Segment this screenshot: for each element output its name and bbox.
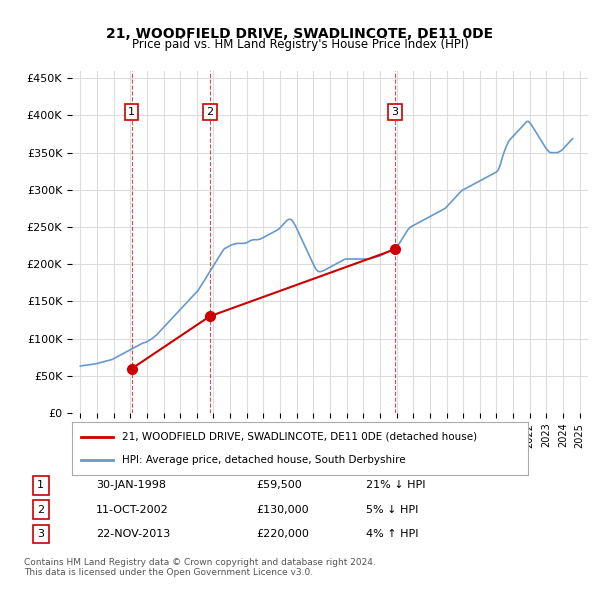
Text: 30-JAN-1998: 30-JAN-1998 [96, 480, 166, 490]
Text: 4% ↑ HPI: 4% ↑ HPI [366, 529, 419, 539]
Text: 1: 1 [37, 480, 44, 490]
Text: 21, WOODFIELD DRIVE, SWADLINCOTE, DE11 0DE (detached house): 21, WOODFIELD DRIVE, SWADLINCOTE, DE11 0… [122, 432, 477, 442]
Text: 3: 3 [391, 107, 398, 117]
Text: 21, WOODFIELD DRIVE, SWADLINCOTE, DE11 0DE: 21, WOODFIELD DRIVE, SWADLINCOTE, DE11 0… [106, 27, 494, 41]
Text: HPI: Average price, detached house, South Derbyshire: HPI: Average price, detached house, Sout… [122, 455, 406, 465]
Text: Contains HM Land Registry data © Crown copyright and database right 2024.: Contains HM Land Registry data © Crown c… [24, 558, 376, 566]
Text: 2: 2 [37, 504, 44, 514]
Text: £130,000: £130,000 [256, 504, 308, 514]
Text: This data is licensed under the Open Government Licence v3.0.: This data is licensed under the Open Gov… [24, 568, 313, 576]
Text: £220,000: £220,000 [256, 529, 309, 539]
Text: £59,500: £59,500 [256, 480, 302, 490]
Text: 22-NOV-2013: 22-NOV-2013 [96, 529, 170, 539]
Text: 1: 1 [128, 107, 135, 117]
Text: 2: 2 [206, 107, 214, 117]
Text: 5% ↓ HPI: 5% ↓ HPI [366, 504, 419, 514]
Text: Price paid vs. HM Land Registry's House Price Index (HPI): Price paid vs. HM Land Registry's House … [131, 38, 469, 51]
Text: 3: 3 [37, 529, 44, 539]
Text: 11-OCT-2002: 11-OCT-2002 [96, 504, 169, 514]
Text: 21% ↓ HPI: 21% ↓ HPI [366, 480, 426, 490]
